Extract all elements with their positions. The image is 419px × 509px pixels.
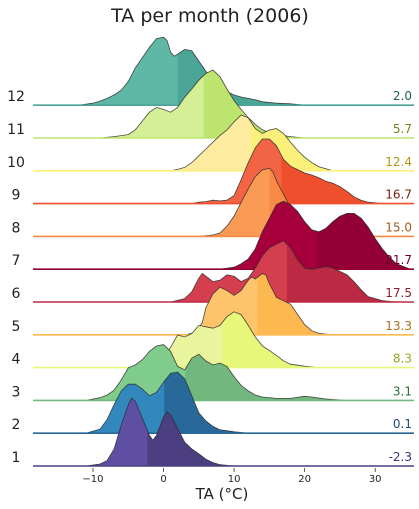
ridge-month-9: 9 16.7 [12,138,414,205]
ridge-area-8 [198,168,333,237]
ridge-mean-shade-11 [203,70,305,138]
x-tick-label-20: 20 [298,474,311,485]
ridge-outline-10 [170,114,334,172]
ridge-mean-shade-2 [164,372,249,434]
ridge-outline-9 [191,138,383,204]
x-tick-label-10: 10 [228,474,241,485]
ridge-month-1: 1 -2.3 [12,397,414,467]
month-label-2: 2 [12,417,21,433]
mean-label-2: 0.1 [393,417,412,431]
ridge-outline-11 [99,69,305,139]
month-label-7: 7 [12,253,21,269]
ridge-month-11: 11 5.7 [7,69,414,139]
ridge-outline-6 [170,240,397,303]
ridge-outline-3 [85,344,348,401]
mean-label-12: 2.0 [393,89,412,103]
month-label-5: 5 [12,319,21,335]
x-tick-label-30: 30 [369,474,382,485]
ridge-outline-5 [184,273,333,336]
ridge-outline-4 [142,311,319,368]
ridge-mean-shade-4 [222,311,319,368]
month-label-11: 11 [7,122,25,138]
month-label-9: 9 [12,188,21,204]
mean-label-4: 8.3 [393,352,412,366]
ridges-group: 12 2.011 5.710 12.49 16.78 15.07 21.76 17.55 13.… [7,36,414,467]
ridge-mean-shade-6 [287,244,397,302]
mean-label-3: 3.1 [393,384,412,398]
ridge-outline-2 [85,371,249,434]
month-label-3: 3 [12,384,21,400]
x-tick-label--10: −10 [82,474,103,485]
ridge-mean-shade-7 [316,213,411,270]
ridge-area-11 [100,70,305,138]
ridge-month-3: 3 3.1 [12,344,414,402]
ridge-mean-shade-9 [281,155,383,204]
mean-label-10: 12.4 [385,155,412,169]
ridge-mean-shade-3 [185,354,347,401]
mean-label-9: 16.7 [385,188,412,202]
ridge-mean-shade-5 [257,273,333,335]
month-label-6: 6 [12,286,21,302]
month-label-10: 10 [7,155,25,171]
mean-label-7: 21.7 [385,253,412,267]
month-label-1: 1 [12,450,21,466]
ridge-outline-1 [85,397,235,467]
x-tick-label-0: 0 [160,474,166,485]
x-axis-label: TA (°C) [195,485,249,503]
ridge-outline-7 [219,200,411,270]
month-label-12: 12 [7,89,25,105]
month-label-8: 8 [12,220,21,236]
mean-label-1: -2.3 [389,450,412,464]
ridge-outline-12 [78,36,305,106]
month-label-4: 4 [12,352,21,368]
mean-label-6: 17.5 [385,286,412,300]
chart-title: TA per month (2006) [110,5,309,27]
mean-label-5: 13.3 [385,319,412,333]
x-axis: −10 0 10 20 30 [82,468,382,485]
mean-label-8: 15.0 [385,220,412,234]
ridge-mean-shade-1 [147,411,235,466]
mean-label-11: 5.7 [393,122,412,136]
